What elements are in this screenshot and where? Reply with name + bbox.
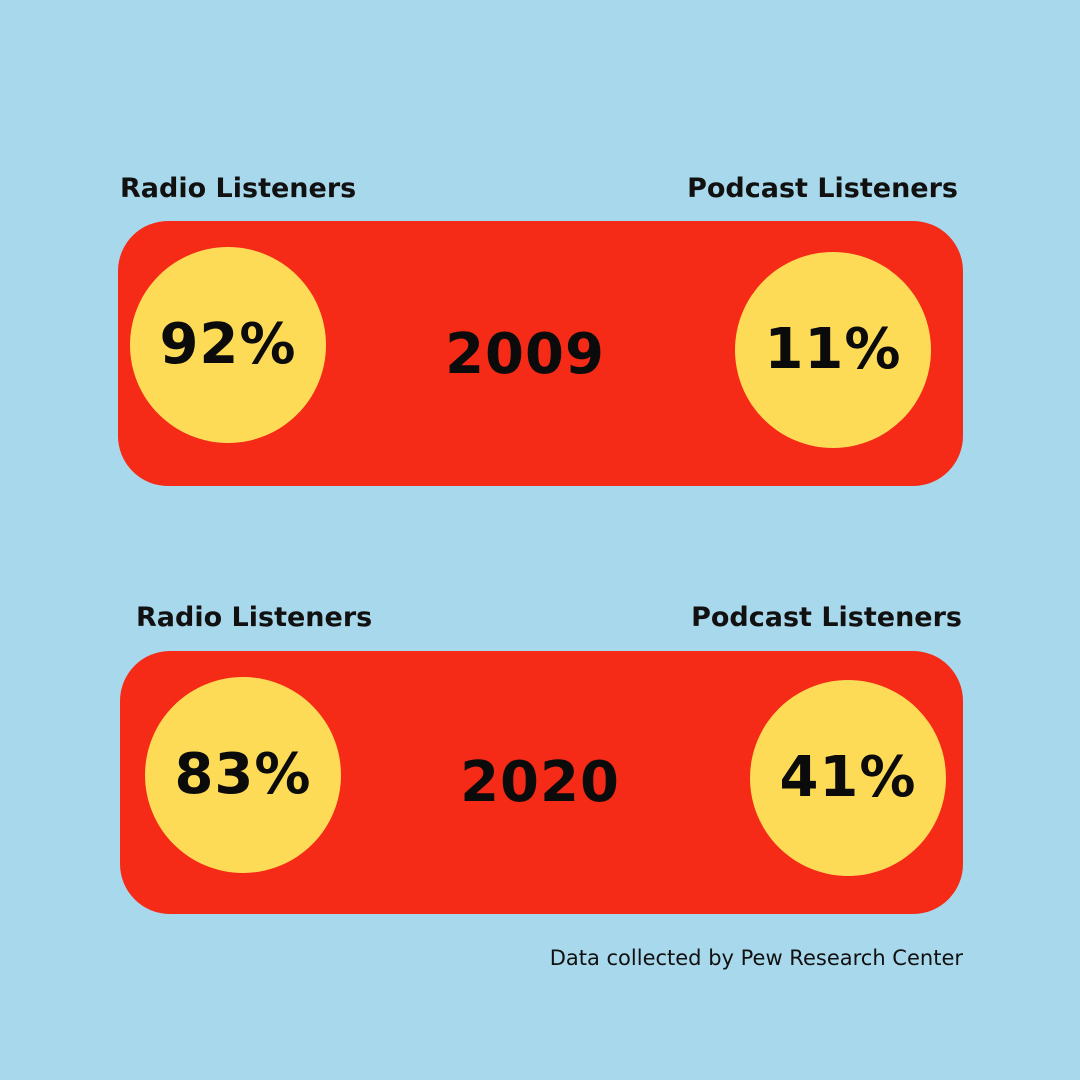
podcast-percent-2009: 11% bbox=[764, 317, 902, 382]
podcast-listeners-label-2009: Podcast Listeners bbox=[687, 173, 958, 204]
podcast-listeners-label-2020: Podcast Listeners bbox=[691, 602, 962, 633]
podcast-percent-circle-2009: 11% bbox=[735, 252, 931, 448]
radio-percent-circle-2020: 83% bbox=[145, 677, 341, 873]
year-2020: 2020 bbox=[460, 750, 620, 815]
source-note: Data collected by Pew Research Center bbox=[549, 946, 963, 970]
radio-percent-circle-2009: 92% bbox=[130, 247, 326, 443]
podcast-percent-circle-2020: 41% bbox=[750, 680, 946, 876]
radio-listeners-label-2020: Radio Listeners bbox=[136, 602, 373, 633]
year-2009: 2009 bbox=[445, 322, 605, 387]
radio-percent-2020: 83% bbox=[174, 742, 312, 807]
radio-percent-2009: 92% bbox=[159, 312, 297, 377]
podcast-percent-2020: 41% bbox=[779, 745, 917, 810]
radio-listeners-label-2009: Radio Listeners bbox=[120, 173, 357, 204]
